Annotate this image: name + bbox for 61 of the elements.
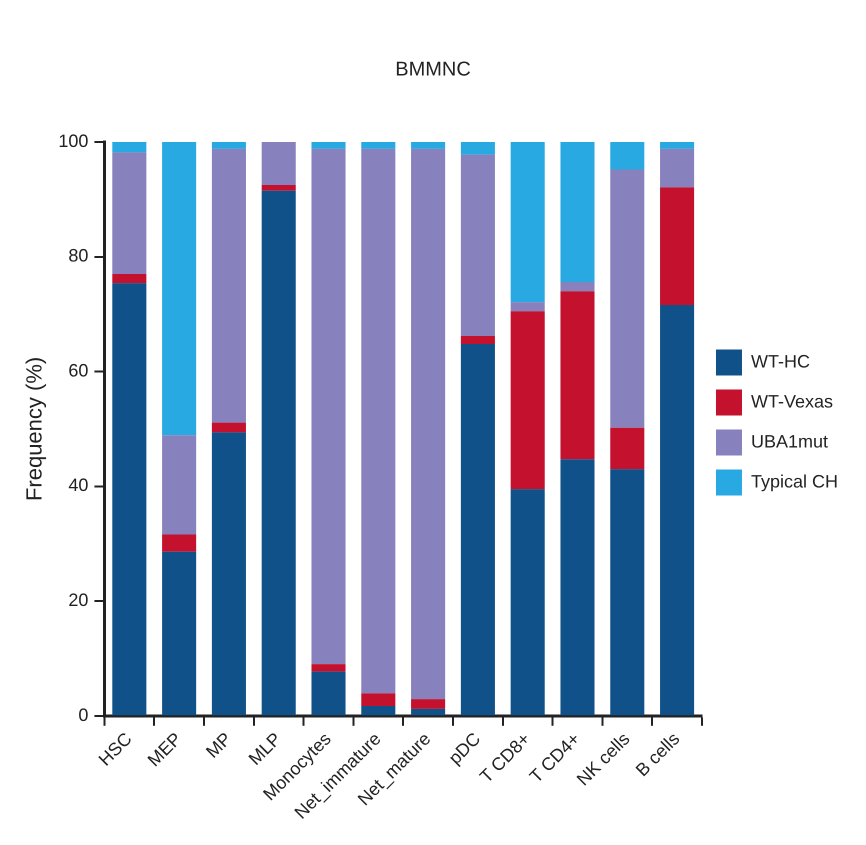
bar — [460, 154, 495, 336]
y-tick-label: 20 — [68, 590, 88, 610]
bar — [510, 489, 545, 716]
bar — [112, 274, 146, 284]
bar — [212, 432, 246, 716]
legend-label: Typical CH — [750, 471, 838, 492]
bar — [361, 706, 396, 716]
bar — [162, 435, 196, 534]
bar — [610, 428, 644, 470]
bar — [262, 185, 296, 191]
bar — [660, 142, 694, 149]
bar — [510, 142, 545, 302]
bar — [411, 148, 446, 700]
bar — [112, 142, 146, 152]
bar — [411, 699, 446, 709]
legend-label: UBA1mut — [750, 431, 828, 452]
bar — [311, 672, 346, 716]
bar — [610, 142, 644, 170]
legend-label: WT-Vexas — [750, 391, 834, 412]
bar — [361, 148, 396, 694]
x-tick-label: MP — [202, 728, 236, 762]
y-tick-label: 80 — [68, 246, 88, 266]
bar — [311, 148, 346, 664]
bar — [311, 142, 346, 149]
y-tick-label: 100 — [58, 130, 88, 151]
bar — [560, 459, 595, 716]
bar — [560, 282, 595, 292]
bar — [460, 142, 495, 155]
bar — [262, 190, 296, 716]
bar — [560, 142, 595, 282]
bar — [162, 534, 196, 552]
bar — [212, 142, 246, 149]
y-tick-label: 0 — [78, 704, 88, 725]
legend-label: WT-HC — [750, 351, 810, 372]
bar — [262, 142, 296, 186]
y-tick-label: 60 — [68, 360, 88, 380]
bar — [411, 142, 446, 149]
bar — [361, 142, 396, 149]
bar — [610, 170, 644, 428]
y-tick-label: 40 — [68, 475, 88, 496]
bar — [560, 291, 595, 460]
bar — [460, 344, 495, 716]
bar — [660, 187, 694, 305]
bar — [660, 304, 694, 716]
bar — [660, 148, 694, 188]
chart-title: BMMNC — [395, 58, 471, 81]
bar — [112, 152, 146, 274]
bar — [361, 693, 396, 706]
bar — [112, 283, 146, 716]
bar — [411, 708, 446, 716]
x-tick-label: B cells — [632, 728, 684, 780]
bar — [162, 552, 196, 716]
bar — [510, 311, 545, 490]
bar — [510, 302, 545, 312]
bar — [212, 422, 246, 432]
bar — [212, 148, 246, 423]
y-axis-title: Frequency (%) — [21, 356, 46, 502]
bar — [311, 664, 346, 672]
bar — [460, 336, 495, 344]
bar — [162, 142, 196, 436]
bar — [610, 469, 644, 716]
